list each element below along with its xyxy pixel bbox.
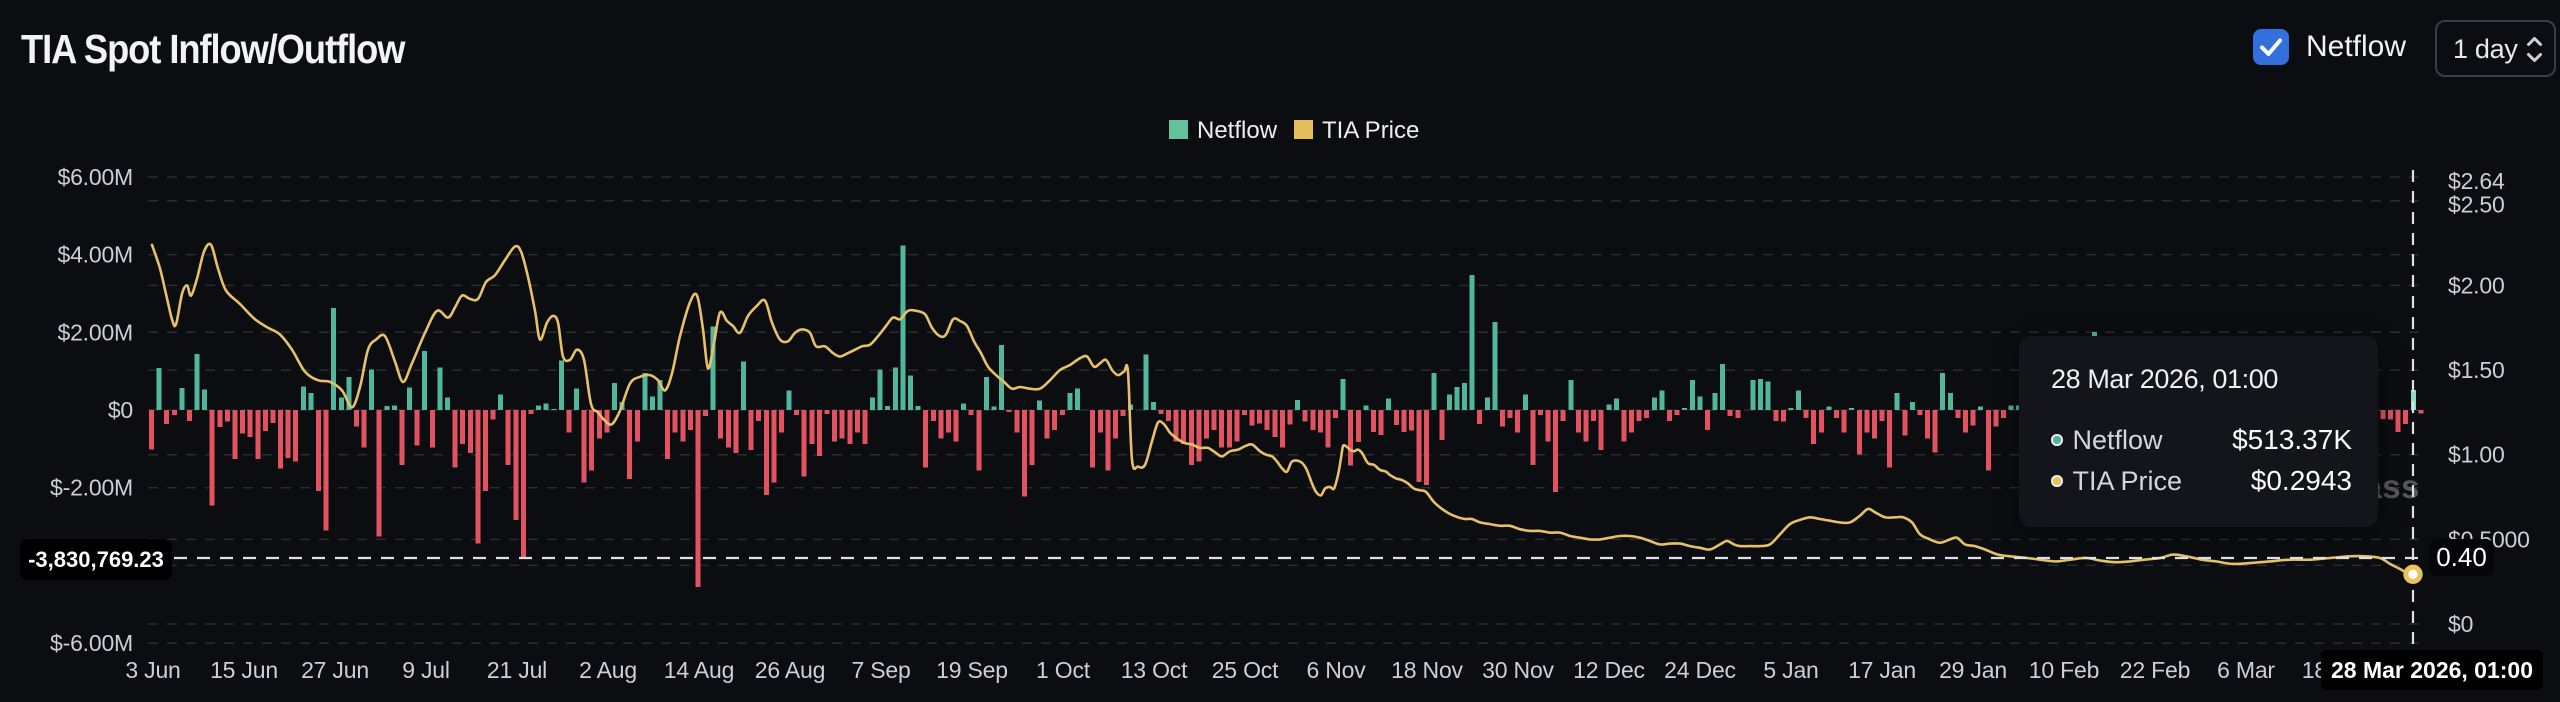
- svg-text:7 Sep: 7 Sep: [851, 657, 910, 683]
- svg-text:6 Nov: 6 Nov: [1306, 657, 1366, 683]
- svg-text:$1.00: $1.00: [2448, 442, 2505, 468]
- svg-text:$6.00M: $6.00M: [57, 164, 133, 190]
- svg-text:$-2.00M: $-2.00M: [50, 475, 133, 501]
- svg-text:21 Jul: 21 Jul: [487, 657, 547, 683]
- svg-text:26 Aug: 26 Aug: [755, 657, 825, 683]
- svg-text:$2.00: $2.00: [2448, 272, 2505, 298]
- svg-text:15 Jun: 15 Jun: [210, 657, 278, 683]
- svg-text:$4.00M: $4.00M: [57, 242, 133, 268]
- svg-text:22 Feb: 22 Feb: [2120, 657, 2190, 683]
- svg-text:2 Aug: 2 Aug: [579, 657, 637, 683]
- svg-text:10 Feb: 10 Feb: [2029, 657, 2099, 683]
- svg-text:$2.50: $2.50: [2448, 192, 2505, 218]
- svg-text:17 Jan: 17 Jan: [1848, 657, 1916, 683]
- svg-text:6 Mar: 6 Mar: [2217, 657, 2275, 683]
- svg-text:$-6.00M: $-6.00M: [50, 630, 133, 656]
- svg-text:3 Jun: 3 Jun: [125, 657, 180, 683]
- svg-text:9 Jul: 9 Jul: [402, 657, 450, 683]
- svg-text:$2.64: $2.64: [2448, 168, 2505, 194]
- svg-text:19 Sep: 19 Sep: [936, 657, 1008, 683]
- svg-text:1 Oct: 1 Oct: [1036, 657, 1091, 683]
- svg-text:24 Dec: 24 Dec: [1664, 657, 1736, 683]
- svg-text:5 Jan: 5 Jan: [1763, 657, 1818, 683]
- svg-text:$0: $0: [108, 397, 133, 423]
- svg-text:14 Aug: 14 Aug: [664, 657, 734, 683]
- svg-text:$2.00M: $2.00M: [57, 319, 133, 345]
- svg-text:29 Jan: 29 Jan: [1939, 657, 2007, 683]
- svg-text:18 Nov: 18 Nov: [1391, 657, 1463, 683]
- svg-text:$1.50: $1.50: [2448, 357, 2505, 383]
- svg-text:$0: $0: [2448, 611, 2473, 637]
- svg-text:13 Oct: 13 Oct: [1121, 657, 1188, 683]
- svg-text:12 Dec: 12 Dec: [1573, 657, 1645, 683]
- svg-text:25 Oct: 25 Oct: [1212, 657, 1279, 683]
- svg-text:30 Nov: 30 Nov: [1482, 657, 1554, 683]
- svg-text:27 Jun: 27 Jun: [301, 657, 369, 683]
